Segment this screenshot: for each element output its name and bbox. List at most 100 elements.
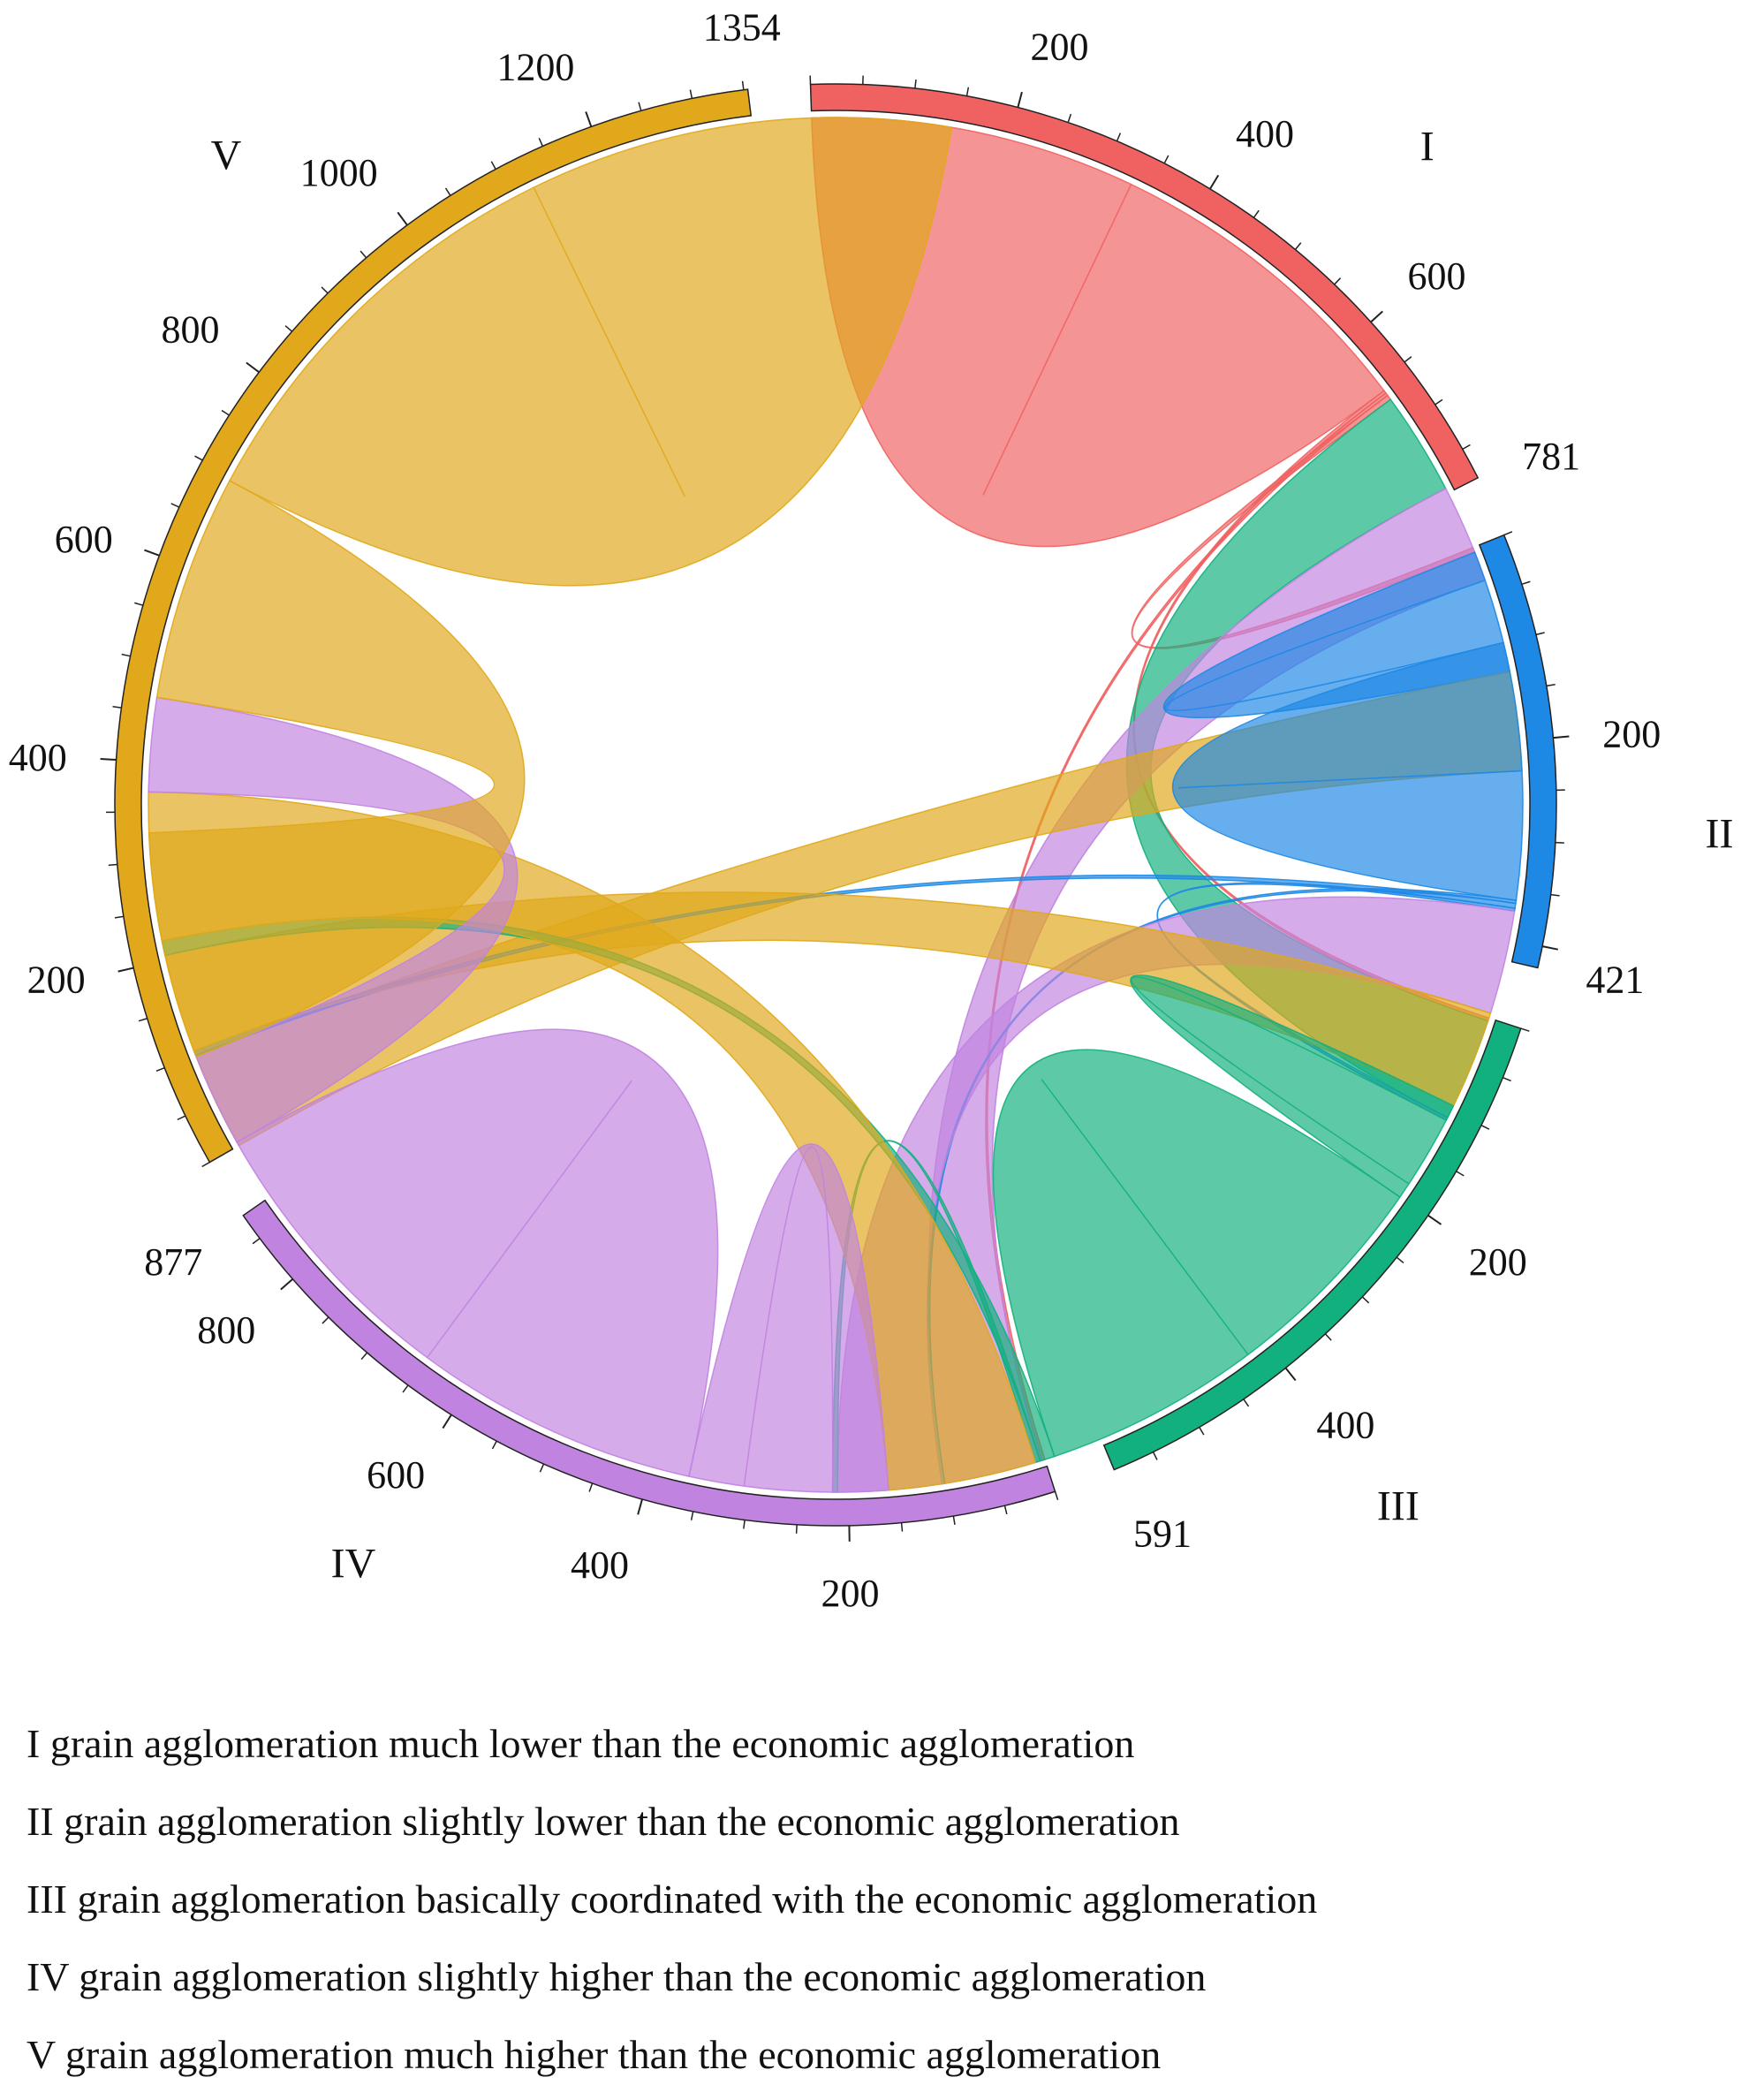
tick-IV-800 [280,1278,294,1291]
group-total-label-IV: 877 [144,1240,202,1284]
tick-label-IV-200: 200 [821,1572,879,1615]
tick-V-700 [194,455,203,461]
tick-label-V-1000: 1000 [300,151,378,194]
tick-IV-250 [795,1524,798,1534]
tick-V-250 [114,915,124,919]
tick-V-750 [221,409,230,416]
ribbon-I-to-I [811,117,1385,548]
tick-II-100 [1535,632,1545,636]
tick-V-400 [100,757,117,762]
group-name-label-III: III [1377,1483,1419,1530]
tick-III-0 [1520,1027,1530,1032]
tick-IV-650 [402,1384,409,1393]
tick-III-100 [1480,1125,1490,1130]
tick-III-400 [1284,1367,1297,1382]
tick-V-850 [284,325,293,332]
tick-I-650 [1404,356,1412,363]
tick-II-400 [1541,945,1558,951]
tick-V-150 [138,1018,148,1022]
ribbon-IV-to-III [688,1143,889,1493]
tick-III-450 [1243,1399,1250,1407]
tick-II-200 [1553,735,1570,739]
tick-I-400 [1209,174,1220,190]
tick-V-100 [155,1066,165,1073]
tick-V-1050 [444,187,451,196]
legend-item-II: II grain agglomeration slightly lower th… [26,1799,1180,1844]
tick-IV-750 [322,1316,329,1324]
ribbon-III-to-III [992,1049,1401,1458]
tick-IV-300 [743,1520,746,1529]
tick-III-250 [1396,1256,1404,1264]
chord-diagram: 200 400 600 781 I 200 421 II 200 400 591 III 200 400 6… [9,6,1734,1616]
ribbon-V-to-V [228,117,953,587]
tick-label-III-400: 400 [1316,1403,1374,1446]
tick-III-500 [1199,1427,1205,1436]
tick-IV-550 [491,1440,497,1450]
group-total-label-III: 591 [1133,1512,1192,1555]
group-arc-III [1102,1019,1522,1471]
tick-III-300 [1361,1296,1370,1304]
tick-II-350 [1550,893,1560,897]
tick-label-IV-600: 600 [367,1453,425,1497]
group-arc-layer [114,83,1557,1527]
group-arc-II [1478,534,1557,969]
group-name-label-I: I [1420,123,1434,170]
tick-label-V-400: 400 [9,736,67,779]
tick-V-550 [134,602,144,606]
tick-IV-150 [900,1522,904,1532]
tick-V-1100 [490,161,496,170]
tick-V-1300 [689,89,693,99]
group-total-label-II: 421 [1586,959,1644,1002]
group-name-label-II: II [1705,811,1733,858]
tick-III-50 [1503,1077,1511,1082]
group-arc-I [809,83,1480,491]
tick-label-IV-800: 800 [197,1308,255,1352]
group-total-label-I: 781 [1522,435,1580,478]
tick-V-50 [177,1115,186,1121]
tick-label-IV-400: 400 [571,1543,629,1587]
tick-V-900 [321,286,329,294]
tick-I-100 [914,79,917,89]
legend-item-IV: IV grain agglomeration slightly higher t… [26,1954,1207,1999]
tick-IV-100 [952,1515,956,1526]
tick-I-450 [1253,209,1260,218]
tick-V-650 [170,503,180,508]
legend-item-III: III grain agglomeration basically coordi… [26,1876,1318,1922]
ribbon-IV-to-IV [236,1028,719,1477]
legend-item-I: I grain agglomeration much lower than th… [26,1721,1135,1766]
tick-IV-450 [588,1482,594,1492]
tick-label-II-200: 200 [1602,712,1661,755]
tick-I-200 [1017,91,1023,108]
tick-I-600 [1370,310,1383,323]
tick-II-300 [1555,841,1564,844]
tick-V-1200 [585,111,593,127]
legend-item-V: V grain agglomeration much higher than t… [26,2032,1162,2077]
tick-IV-600 [442,1414,452,1429]
ribbon-II-to-II [1171,641,1524,901]
tick-label-I-400: 400 [1236,112,1294,155]
tick-V-800 [246,361,260,374]
tick-IV-850 [252,1238,261,1245]
group-name-label-V: V [211,132,242,178]
tick-label-III-200: 200 [1469,1240,1527,1284]
tick-V-200 [117,967,134,973]
tick-I-550 [1334,277,1342,285]
tick-IV-500 [539,1463,545,1473]
tick-III-200 [1427,1214,1442,1225]
group-name-label-IV: IV [331,1541,376,1588]
group-arc-V [114,88,753,1164]
tick-label-I-200: 200 [1031,25,1089,68]
tick-V-500 [121,653,131,657]
tick-I-250 [1067,113,1072,123]
tick-III-150 [1456,1171,1465,1177]
legend: I grain agglomeration much lower than th… [26,1705,1722,2094]
group-total-label-V: 1354 [703,6,781,49]
tick-V-1150 [538,138,544,147]
tick-V-300 [108,863,117,867]
tick-label-I-600: 600 [1408,254,1466,298]
ribbon-III-to-II [1130,974,1455,1199]
tick-IV-400 [637,1498,643,1515]
tick-V-450 [112,705,122,709]
tick-II-0 [1503,531,1513,536]
tick-III-550 [1152,1452,1158,1460]
